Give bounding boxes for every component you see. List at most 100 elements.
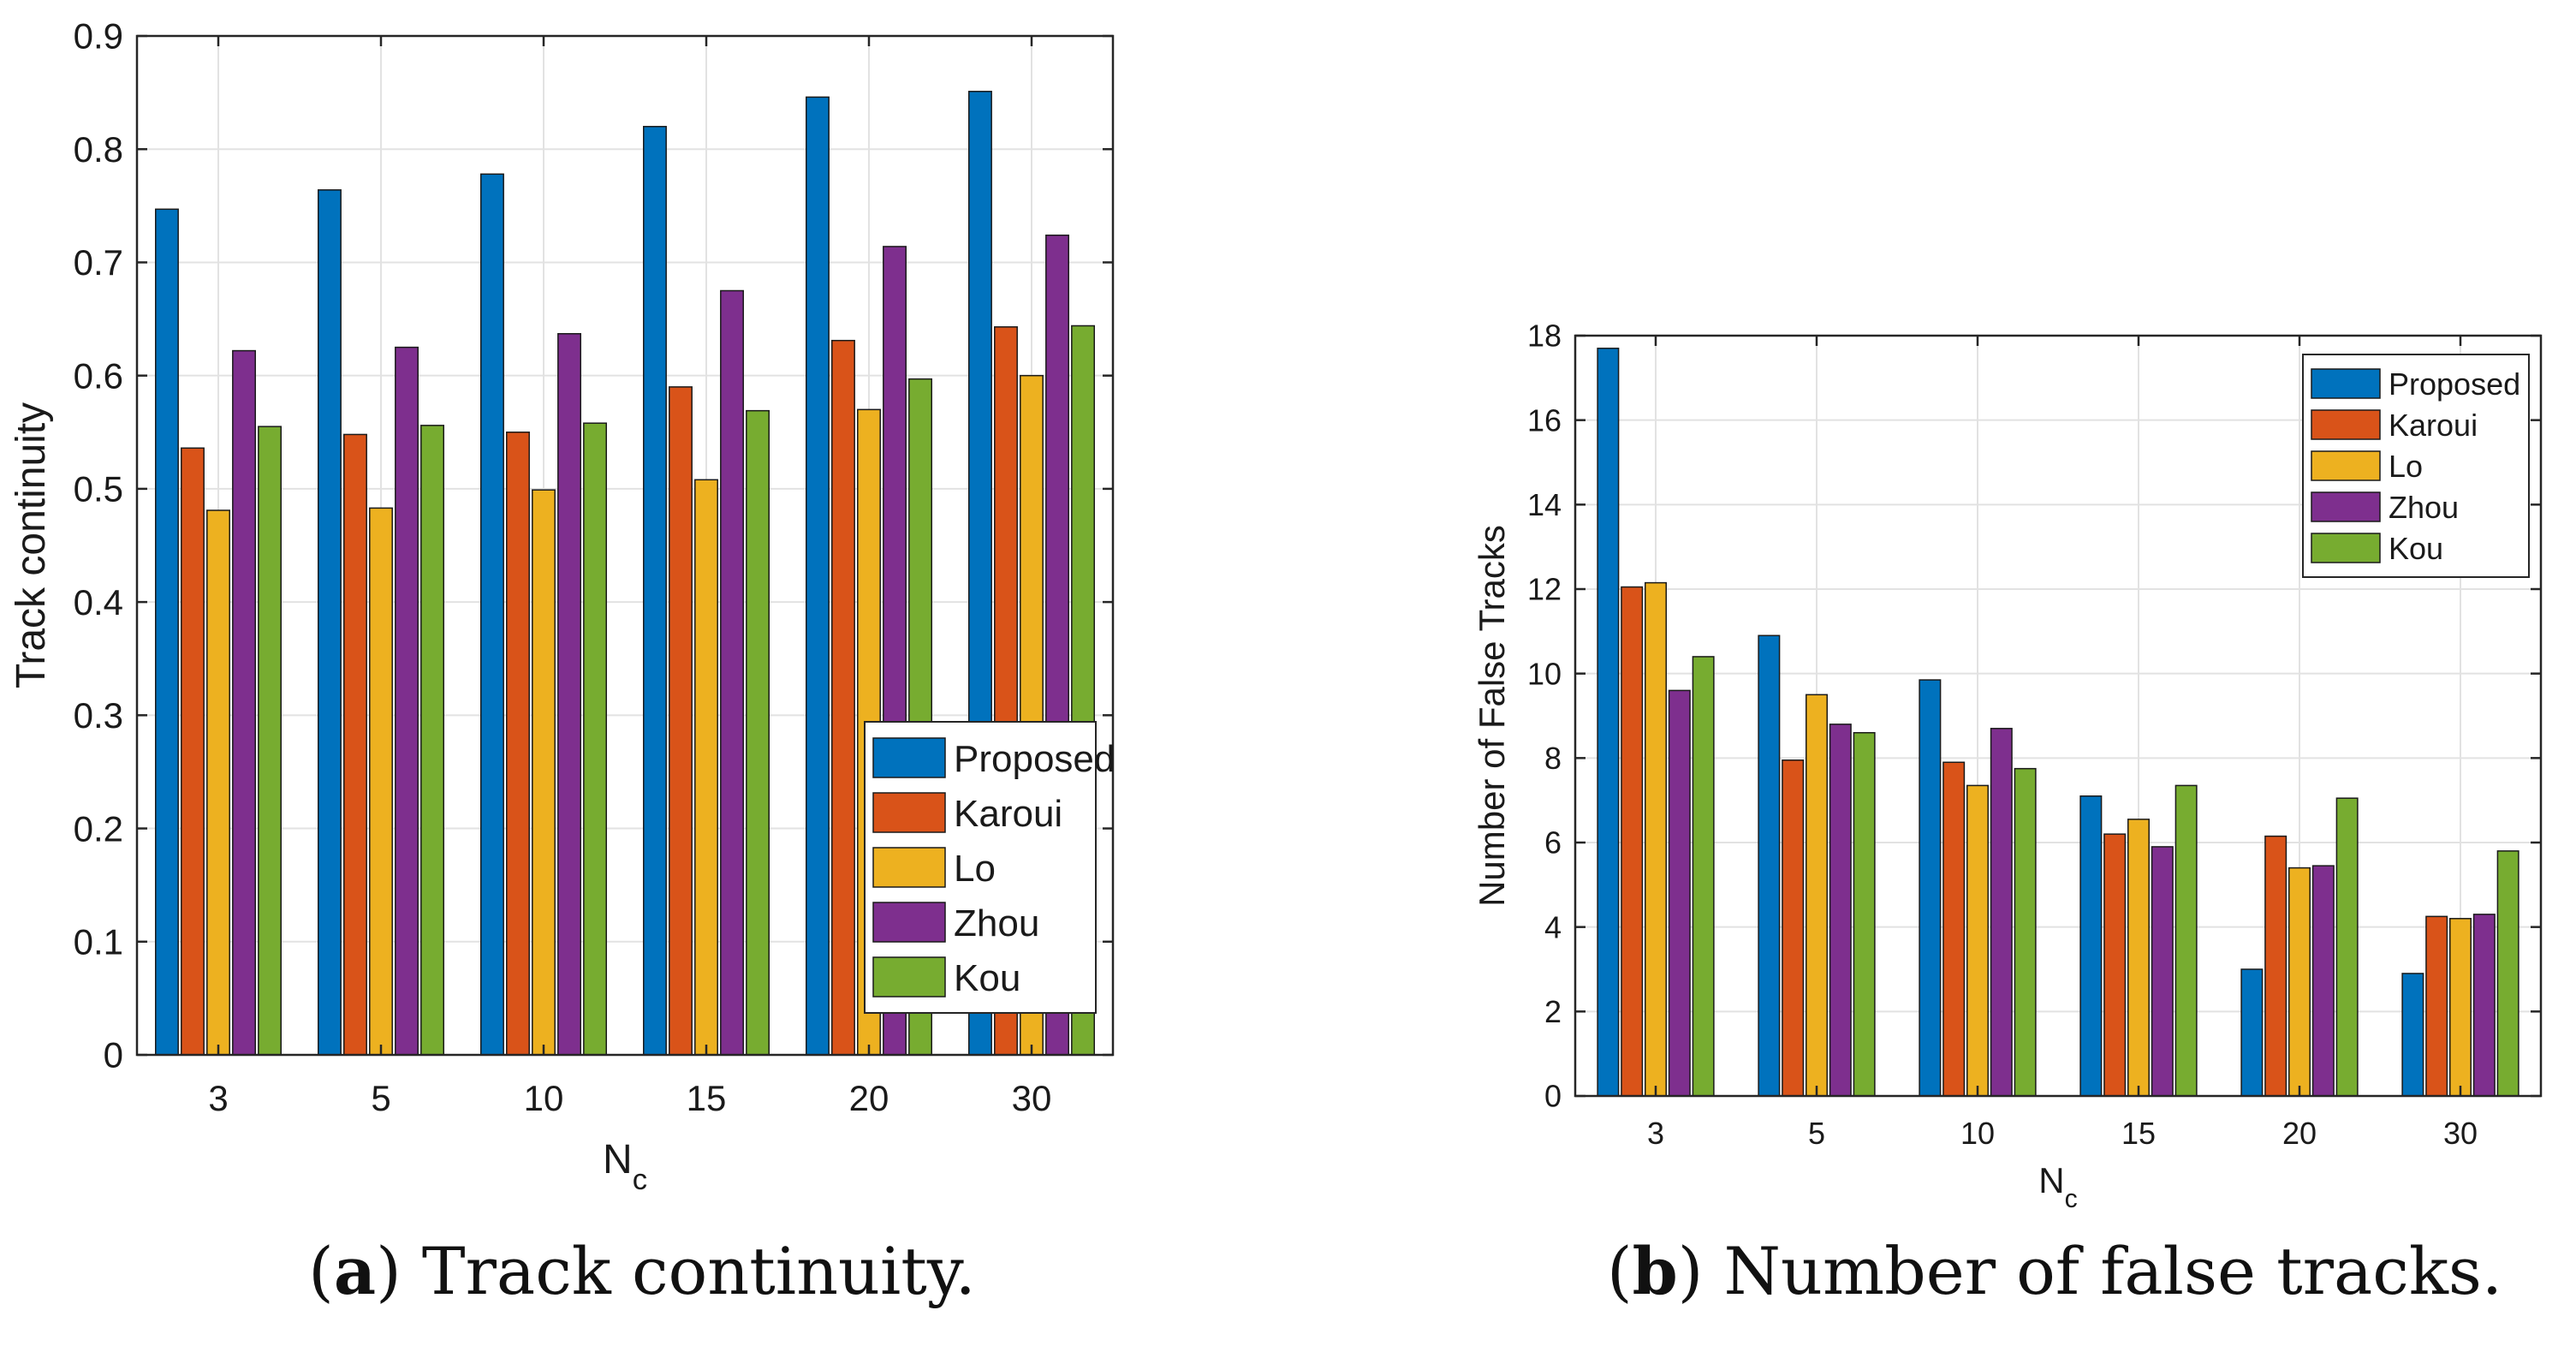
x-tick-label: 10 [1960, 1116, 1995, 1151]
bar-lo-15 [694, 479, 718, 1056]
x-tick-label: 20 [2282, 1116, 2317, 1151]
bar-lo-10 [1966, 784, 1989, 1097]
legend-label-karoui: Karoui [954, 793, 1062, 835]
y-tick-label: 6 [1544, 825, 1562, 861]
axes-box [135, 34, 1115, 1057]
bar-lo-10 [532, 489, 556, 1056]
x-tick-label: 30 [2443, 1116, 2478, 1151]
bar-karoui-20 [2264, 835, 2287, 1097]
legend-swatch-kou [2311, 533, 2381, 563]
bar-kou-15 [746, 409, 770, 1056]
legend-label-proposed: Proposed [2389, 366, 2520, 402]
y-tick-label: 16 [1527, 402, 1562, 438]
bar-lo-5 [369, 507, 393, 1056]
bar-proposed-5 [318, 189, 342, 1056]
y-tick-label: 2 [1544, 994, 1562, 1029]
x-tick-label: 20 [849, 1078, 889, 1118]
legend-swatch-lo [2311, 450, 2381, 481]
y-tick-label: 0 [1544, 1079, 1562, 1114]
bar-proposed-3 [1597, 348, 1620, 1097]
caption-a-text: Track continuity. [401, 1233, 976, 1309]
legend: Proposed Karoui Lo Zhou Kou [864, 721, 1115, 1014]
x-tick-label: 3 [208, 1078, 228, 1118]
bar-kou-3 [1692, 656, 1715, 1097]
caption-b-label: b [1632, 1233, 1678, 1309]
legend: Proposed Karoui Lo Zhou Kou [2302, 354, 2530, 578]
y-axis-label: Number of False Tracks [1472, 525, 1512, 907]
bar-karoui-30 [2425, 915, 2448, 1097]
legend-label-lo: Lo [954, 848, 996, 890]
legend-swatch-karoui [872, 792, 946, 833]
bar-lo-3 [206, 509, 230, 1056]
y-tick-label: 14 [1527, 487, 1562, 522]
bar-karoui-15 [2103, 833, 2127, 1097]
x-tick-label: 3 [1647, 1116, 1664, 1151]
y-tick-label: 10 [1527, 656, 1562, 691]
bar-proposed-15 [643, 126, 667, 1056]
bar-zhou-30 [2472, 914, 2496, 1097]
bar-zhou-5 [1829, 724, 1852, 1097]
x-tick-label: 5 [1808, 1116, 1825, 1151]
legend-label-zhou: Zhou [954, 902, 1039, 944]
caption-a: (a) Track continuity. [308, 1233, 976, 1309]
y-tick-label: 0.8 [74, 129, 123, 170]
legend-swatch-kou [872, 956, 946, 998]
y-tick-label: 18 [1527, 319, 1562, 354]
bar-lo-5 [1806, 694, 1828, 1097]
bar-karoui-10 [506, 432, 530, 1056]
y-axis-label: Track continuity [9, 402, 54, 688]
bar-proposed-10 [480, 173, 504, 1056]
bar-proposed-20 [2240, 968, 2264, 1097]
x-tick-label: 15 [687, 1078, 727, 1118]
bar-proposed-5 [1758, 634, 1781, 1097]
x-tick-label: 15 [2121, 1116, 2156, 1151]
bar-zhou-3 [232, 349, 256, 1056]
chart-false-tracks: 0 2 4 6 8 10 12 14 16 18 3 5 10 15 20 30 Nc Number of Fal… [1472, 319, 2543, 1213]
bar-karoui-20 [831, 339, 855, 1056]
y-tick-label: 0.1 [74, 921, 123, 962]
bar-kou-3 [258, 426, 282, 1056]
bar-kou-10 [583, 422, 607, 1056]
y-tick-label: 0.3 [74, 695, 123, 736]
y-tick-label: 8 [1544, 741, 1562, 776]
y-tick-label: 0.2 [74, 808, 123, 849]
bar-karoui-5 [343, 433, 367, 1056]
y-tick-label: 12 [1527, 572, 1562, 607]
bar-proposed-30 [2401, 973, 2424, 1097]
bar-kou-10 [2014, 767, 2037, 1097]
bar-lo-20 [2288, 867, 2311, 1097]
axes-box [1574, 334, 2543, 1098]
legend-swatch-zhou [872, 902, 946, 943]
caption-b: (b) Number of false tracks. [1606, 1233, 2503, 1309]
y-tick-label: 4 [1544, 909, 1562, 944]
legend-swatch-lo [872, 847, 946, 888]
legend-label-lo: Lo [2389, 449, 2423, 484]
chart-track-continuity: 0 0.1 0.2 0.3 0.4 0.5 0.6 0.7 0.8 0.9 3 5 10 15 20 30 Nc… [9, 16, 1115, 1196]
bar-karoui-5 [1782, 759, 1805, 1097]
x-tick-label: 5 [371, 1078, 390, 1118]
bar-zhou-10 [1990, 728, 2013, 1097]
bar-zhou-10 [557, 332, 581, 1056]
bar-karoui-3 [1621, 586, 1644, 1097]
x-axis-label: Nc [603, 1137, 647, 1196]
legend-swatch-karoui [2311, 409, 2381, 440]
bar-zhou-3 [1668, 689, 1691, 1097]
legend-label-karoui: Karoui [2389, 408, 2478, 443]
bar-proposed-15 [2079, 795, 2103, 1097]
legend-label-proposed: Proposed [954, 738, 1115, 780]
legend-label-kou: Kou [954, 957, 1020, 999]
y-tick-label: 0.9 [74, 16, 123, 57]
bar-lo-3 [1645, 581, 1667, 1097]
caption-b-text: Number of false tracks. [1703, 1233, 2503, 1309]
y-tick-label: 0.4 [74, 582, 123, 622]
caption-a-label: a [333, 1233, 377, 1309]
bar-zhou-15 [2151, 846, 2174, 1097]
bar-kou-30 [2496, 850, 2519, 1097]
bar-lo-30 [2449, 918, 2472, 1097]
legend-swatch-zhou [2311, 491, 2381, 522]
bar-proposed-20 [806, 96, 830, 1056]
x-tick-label: 10 [524, 1078, 564, 1118]
legend-swatch-proposed [872, 737, 946, 778]
x-axis-label: Nc [2038, 1160, 2077, 1213]
